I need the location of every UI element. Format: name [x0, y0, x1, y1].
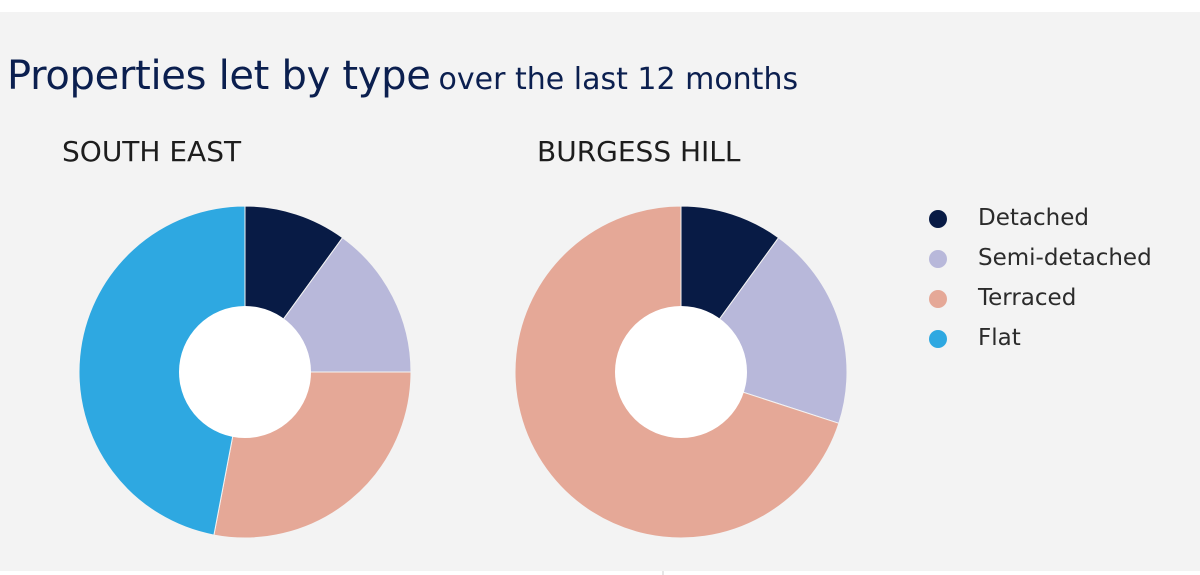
burgess-hill-chart-title: BURGESS HILL — [537, 135, 741, 168]
bottom-strip — [0, 571, 1200, 575]
south-east-chart-title: SOUTH EAST — [62, 135, 242, 168]
legend-swatch-semi-detached — [929, 250, 947, 268]
legend-label-terraced: Terraced — [978, 285, 1077, 311]
legend-swatch-detached — [929, 210, 947, 228]
legend-label-flat: Flat — [978, 325, 1021, 351]
legend-label-semi-detached: Semi-detached — [978, 245, 1152, 271]
south-east-donut-chart — [78, 205, 412, 539]
bottom-divider — [662, 571, 664, 575]
burgess-hill-donut-chart — [514, 205, 848, 539]
south-east-slice-flat — [78, 205, 246, 536]
title-main: Properties let by type — [7, 53, 431, 99]
legend-swatch-flat — [929, 330, 947, 348]
burgess-hill-donut-hole — [615, 306, 747, 438]
south-east-donut-hole — [179, 306, 311, 438]
title-subtitle: over the last 12 months — [438, 62, 799, 97]
legend-swatch-terraced — [929, 290, 947, 308]
legend-label-detached: Detached — [978, 205, 1089, 231]
page-title: Properties let by type over the last 12 m… — [7, 56, 798, 96]
